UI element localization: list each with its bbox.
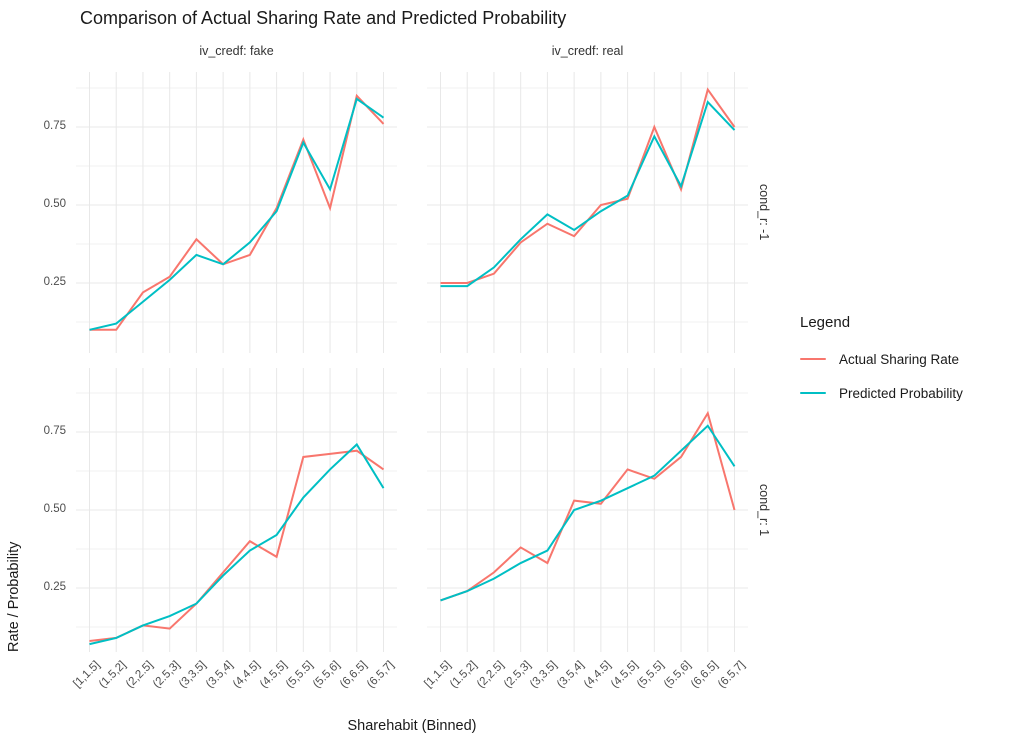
- y-tick-label: 0.75: [43, 120, 66, 132]
- facet-col-strip-real: iv_credf: real: [551, 44, 624, 58]
- y-tick-label: 0.50: [43, 503, 66, 515]
- legend-entry-actual: Actual Sharing Rate: [800, 349, 963, 369]
- series-line-actual: [89, 449, 385, 643]
- series-line-actual: [89, 93, 385, 331]
- legend-title: Legend: [800, 314, 851, 331]
- legend-entry-predicted: Predicted Probability: [800, 383, 963, 403]
- x-axis-title: Sharehabit (Binned): [347, 718, 477, 734]
- y-axis-title: Rate / Probability: [6, 541, 22, 652]
- legend-line-predicted-icon: [800, 391, 826, 395]
- y-tick-label: 0.25: [43, 581, 66, 593]
- series-line-actual: [440, 87, 736, 284]
- series-line-predicted: [89, 442, 385, 646]
- legend-line-actual-icon: [800, 357, 826, 361]
- series-line-predicted: [440, 424, 736, 602]
- facet-col-strip-fake: iv_credf: fake: [199, 44, 274, 58]
- series-line-predicted: [440, 100, 736, 288]
- facet-row-strip-pos1: cond_r: 1: [757, 483, 771, 537]
- y-tick-label: 0.50: [43, 198, 66, 210]
- y-tick-label: 0.75: [43, 425, 66, 437]
- facet-row-strip-neg1: cond_r: -1: [757, 184, 771, 241]
- legend-label-actual: Actual Sharing Rate: [839, 351, 960, 367]
- legend: Legend Actual Sharing Rate Predicted Pro…: [800, 314, 963, 417]
- series-line-actual: [440, 410, 736, 602]
- series-line-predicted: [89, 97, 385, 331]
- y-tick-label: 0.25: [43, 276, 66, 288]
- legend-label-predicted: Predicted Probability: [839, 385, 963, 401]
- chart-title: Comparison of Actual Sharing Rate and Pr…: [80, 8, 567, 28]
